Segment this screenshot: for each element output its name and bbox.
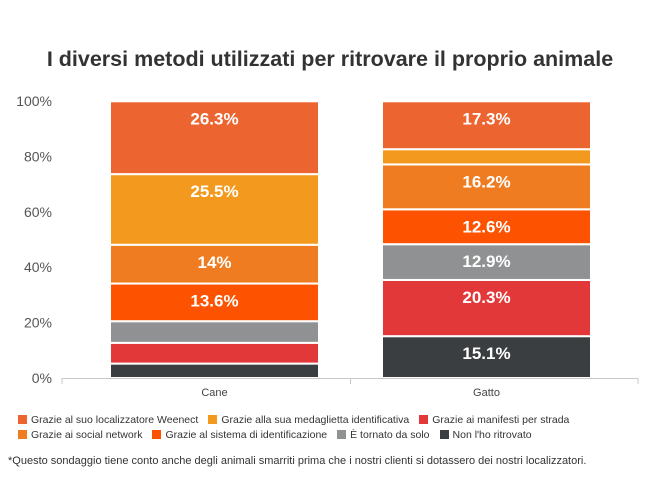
- bar-segment: [109, 100, 320, 176]
- bar-segment: [109, 282, 320, 323]
- legend-item: Grazie alla sua medaglietta identificati…: [208, 414, 409, 426]
- bar-segment: [109, 341, 320, 365]
- legend-swatch: [337, 430, 347, 439]
- chart-plot: 0% 20% 40% 60% 80% 100% 13.6% 14% 25.5% 26.3% 15.…: [16, 93, 639, 399]
- data-label: 20.3%: [462, 288, 510, 307]
- legend-label: Non l'ho ritrovato: [452, 428, 532, 441]
- y-tick-label: 40%: [24, 259, 52, 275]
- y-axis: 0% 20% 40% 60% 80% 100%: [16, 93, 52, 386]
- data-label: 12.9%: [462, 252, 510, 271]
- y-tick-label: 60%: [24, 204, 52, 220]
- data-label: 25.5%: [190, 182, 238, 201]
- legend-item: Grazie al suo localizzatore Weenect: [18, 414, 198, 426]
- x-tick-label: Cane: [201, 387, 227, 399]
- x-tick-label: Gatto: [473, 387, 500, 399]
- y-tick-label: 0%: [32, 370, 52, 386]
- legend-label: Grazie al sistema di identificazione: [165, 428, 328, 441]
- legend-swatch: [18, 430, 27, 439]
- data-label: 14%: [197, 253, 231, 272]
- legend-item: Non l'ho ritrovato: [439, 428, 532, 441]
- bar-segment: [381, 208, 592, 246]
- legend-swatch: [419, 415, 429, 424]
- legend-item: Grazie al sistema di identificazione: [152, 429, 327, 441]
- bar-segment: [109, 173, 320, 246]
- bar-segment: [109, 320, 320, 344]
- legend: Grazie al suo localizzatore Weenect Grazi…: [18, 412, 648, 442]
- chart-title: I diversi metodi utilizzati per ritrovar…: [46, 47, 614, 71]
- legend-label: Grazie ai social network: [31, 428, 143, 441]
- bar-segment: [381, 163, 592, 211]
- bar-segment: [109, 362, 320, 380]
- legend-swatch: [208, 415, 218, 424]
- bars-area: 13.6% 14% 25.5% 26.3% 15.1% 20.3% 12.9% 12.6% 16…: [109, 100, 592, 380]
- data-label: 16.2%: [462, 172, 510, 191]
- data-label: 13.6%: [190, 292, 238, 311]
- legend-item: È tornato da solo: [337, 428, 430, 441]
- legend-label: Grazie alla sua medaglietta identificati…: [221, 413, 410, 426]
- legend-row: Grazie al suo localizzatore Weenect Grazi…: [18, 412, 648, 427]
- data-label: 17.3%: [462, 109, 510, 128]
- bar-segment: [381, 278, 592, 338]
- footnote: *Questo sondaggio tiene conto anche degl…: [8, 455, 587, 467]
- legend-swatch: [152, 430, 162, 439]
- data-label: 15.1%: [462, 344, 510, 363]
- legend-label: È tornato da solo: [350, 428, 430, 441]
- legend-label: Grazie al suo localizzatore Weenect: [31, 413, 199, 426]
- bar-segment: [381, 100, 592, 151]
- y-tick-label: 80%: [24, 148, 52, 164]
- legend-label: Grazie ai manifesti per strada: [432, 413, 570, 426]
- legend-swatch: [439, 430, 449, 439]
- legend-swatch: [18, 415, 27, 424]
- legend-row: Grazie ai social network Grazie al sistem…: [18, 427, 648, 442]
- bar-segment: [381, 148, 592, 166]
- data-label: 26.3%: [190, 109, 238, 128]
- y-tick-label: 20%: [24, 315, 52, 331]
- y-tick-label: 100%: [16, 93, 52, 109]
- x-axis: Cane Gatto: [61, 378, 639, 399]
- legend-item: Grazie ai manifesti per strada: [419, 414, 569, 426]
- legend-item: Grazie ai social network: [18, 429, 142, 441]
- bar-segment: [381, 243, 592, 281]
- data-label: 12.6%: [462, 217, 510, 236]
